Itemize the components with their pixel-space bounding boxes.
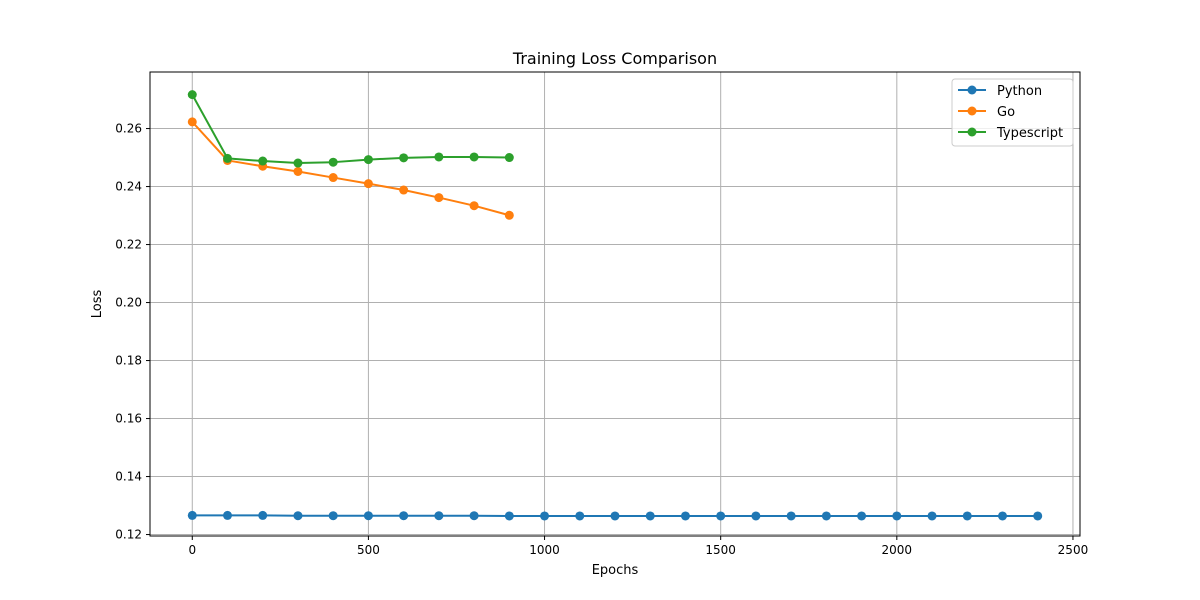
legend-frame: [951, 78, 1074, 147]
y-tick-label: 0.12: [115, 528, 142, 542]
y-tick-label: 0.24: [115, 180, 142, 194]
legend-label-typescript: Typescript: [996, 126, 1063, 141]
data-point-python: [680, 511, 690, 521]
y-axis-label: Loss: [90, 290, 105, 319]
data-point-go: [469, 201, 479, 211]
plot-area-frame: [149, 71, 1081, 537]
data-point-typescript: [223, 153, 232, 163]
y-tick-label: 0.22: [115, 238, 142, 252]
data-point-typescript: [293, 158, 303, 168]
data-point-typescript: [328, 157, 338, 167]
data-point-typescript: [399, 153, 409, 163]
data-point-typescript: [434, 152, 444, 162]
data-point-python: [645, 511, 655, 521]
series-line-typescript: [191, 94, 510, 165]
axes: 0 500 1000 1500 2000 2500 0.12 0.14 0.16 0.18 0.20…: [115, 122, 1088, 557]
series-line-go: [191, 121, 510, 217]
data-point-typescript: [187, 90, 197, 100]
data-point-typescript: [504, 153, 514, 163]
data-point-python: [293, 511, 303, 521]
data-point-python: [857, 511, 867, 521]
grid-lines: [150, 72, 1080, 536]
y-tick-label: 0.26: [115, 122, 142, 136]
data-point-python: [821, 511, 831, 521]
legend-marker-python: [967, 85, 977, 95]
data-point-go: [504, 210, 514, 220]
data-point-go: [187, 117, 197, 127]
x-axis-label: Epochs: [592, 563, 639, 578]
x-tick-label: 1500: [705, 543, 736, 557]
data-point-python: [892, 511, 902, 521]
legend-label-python: Python: [997, 84, 1042, 99]
legend-marker-typescript: [967, 127, 977, 137]
legend: Python Go Typescript: [951, 78, 1074, 147]
data-point-go: [434, 193, 444, 203]
data-point-python: [998, 511, 1007, 521]
x-tick-label: 0: [188, 543, 196, 557]
data-point-typescript: [363, 155, 373, 165]
data-point-python: [504, 511, 514, 521]
data-point-typescript: [469, 152, 479, 162]
data-point-python: [716, 511, 726, 521]
data-point-python: [751, 511, 761, 521]
data-point-python: [469, 511, 479, 521]
y-tick-label: 0.20: [115, 296, 142, 310]
data-point-python: [962, 511, 972, 521]
legend-label-go: Go: [997, 105, 1015, 120]
data-point-go: [363, 179, 373, 189]
data-point-python: [363, 511, 373, 521]
data-point-python: [328, 511, 338, 521]
data-point-python: [258, 510, 268, 520]
chart-title: Training Loss Comparison: [512, 49, 717, 68]
data-point-typescript: [258, 156, 268, 166]
data-point-python: [927, 511, 937, 521]
x-tick-label: 500: [357, 543, 380, 557]
data-point-python: [187, 510, 197, 520]
data-point-python: [399, 511, 409, 521]
data-point-go: [399, 185, 409, 195]
x-tick-label: 2000: [882, 543, 913, 557]
x-tick-label: 2500: [1058, 543, 1089, 557]
data-point-python: [434, 511, 444, 521]
data-point-go: [293, 166, 303, 176]
data-point-python: [610, 511, 620, 521]
y-tick-label: 0.18: [115, 354, 142, 368]
data-point-python: [786, 511, 796, 521]
legend-marker-go: [967, 106, 977, 116]
data-point-python: [1033, 511, 1043, 521]
y-tick-label: 0.16: [115, 412, 142, 426]
x-tick-label: 1000: [529, 543, 560, 557]
data-point-go: [328, 173, 338, 183]
series-group: [187, 90, 1043, 521]
data-point-python: [223, 510, 232, 520]
y-tick-label: 0.14: [115, 470, 142, 484]
data-point-python: [575, 511, 585, 521]
data-point-python: [540, 511, 550, 521]
